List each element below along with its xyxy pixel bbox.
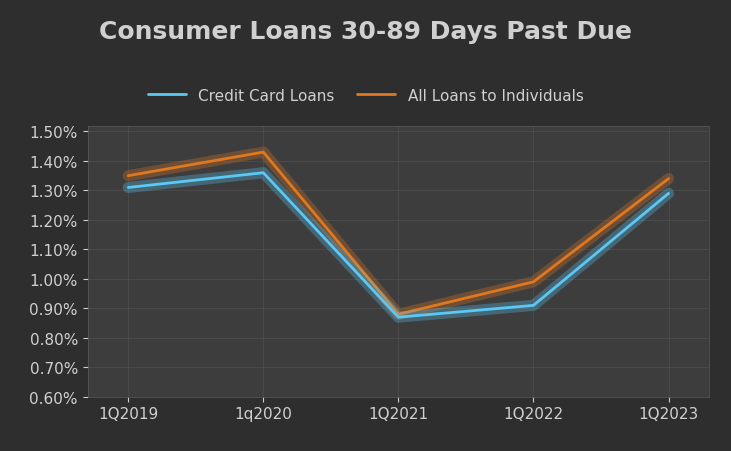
Legend: Credit Card Loans, All Loans to Individuals: Credit Card Loans, All Loans to Individu…: [148, 89, 583, 104]
Line: All Loans to Individuals: All Loans to Individuals: [128, 153, 669, 314]
All Loans to Individuals: [124, 174, 132, 179]
All Loans to Individuals: [394, 312, 403, 317]
All Loans to Individuals: [664, 176, 673, 182]
All Loans to Individuals: [529, 280, 538, 285]
Line: Credit Card Loans: Credit Card Loans: [128, 173, 669, 318]
All Loans to Individuals: [259, 150, 268, 156]
Credit Card Loans: [394, 315, 403, 320]
Credit Card Loans: [664, 191, 673, 197]
Text: Consumer Loans 30-89 Days Past Due: Consumer Loans 30-89 Days Past Due: [99, 19, 632, 44]
Credit Card Loans: [124, 185, 132, 191]
Credit Card Loans: [259, 170, 268, 176]
Credit Card Loans: [529, 303, 538, 308]
